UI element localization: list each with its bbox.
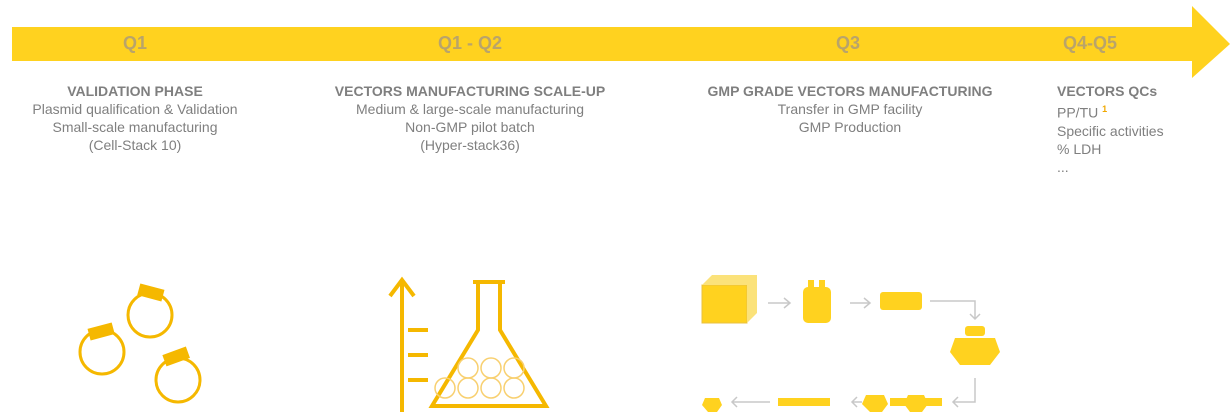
phase-item: ... [1057,158,1164,176]
item-text: PP/TU [1057,105,1098,121]
timeline-arrow [12,6,1230,78]
footnote-mark: 1 [1102,104,1107,114]
plasmid-icon [80,285,200,402]
phase-item: Plasmid qualification & Validation [32,100,237,118]
phase-item: Small-scale manufacturing [32,118,237,136]
phase-item: Medium & large-scale manufacturing [335,100,605,118]
graphics [0,0,1230,412]
phase-title: GMP GRADE VECTORS MANUFACTURING [708,82,993,100]
phase-item: Specific activities [1057,122,1164,140]
flask-icon [390,280,546,412]
phase-title: VECTORS MANUFACTURING SCALE-UP [335,82,605,100]
process-icon [702,275,1000,412]
phase-title: VALIDATION PHASE [32,82,237,100]
phase-item: PP/TU 1 [1057,100,1164,122]
quarter-label: Q4-Q5 [1063,33,1117,54]
phase-item: Non-GMP pilot batch [335,118,605,136]
quarter-label: Q1 - Q2 [438,33,502,54]
phase-item: (Hyper-stack36) [335,136,605,154]
timeline-diagram: Q1 VALIDATION PHASEPlasmid qualification … [0,0,1230,412]
quarter-label: Q3 [836,33,860,54]
phase-title: VECTORS QCs [1057,82,1164,100]
phase-item: GMP Production [708,118,993,136]
quarter-label: Q1 [123,33,147,54]
phase-item: % LDH [1057,140,1164,158]
phase-item: Transfer in GMP facility [708,100,993,118]
phase-item: (Cell-Stack 10) [32,136,237,154]
